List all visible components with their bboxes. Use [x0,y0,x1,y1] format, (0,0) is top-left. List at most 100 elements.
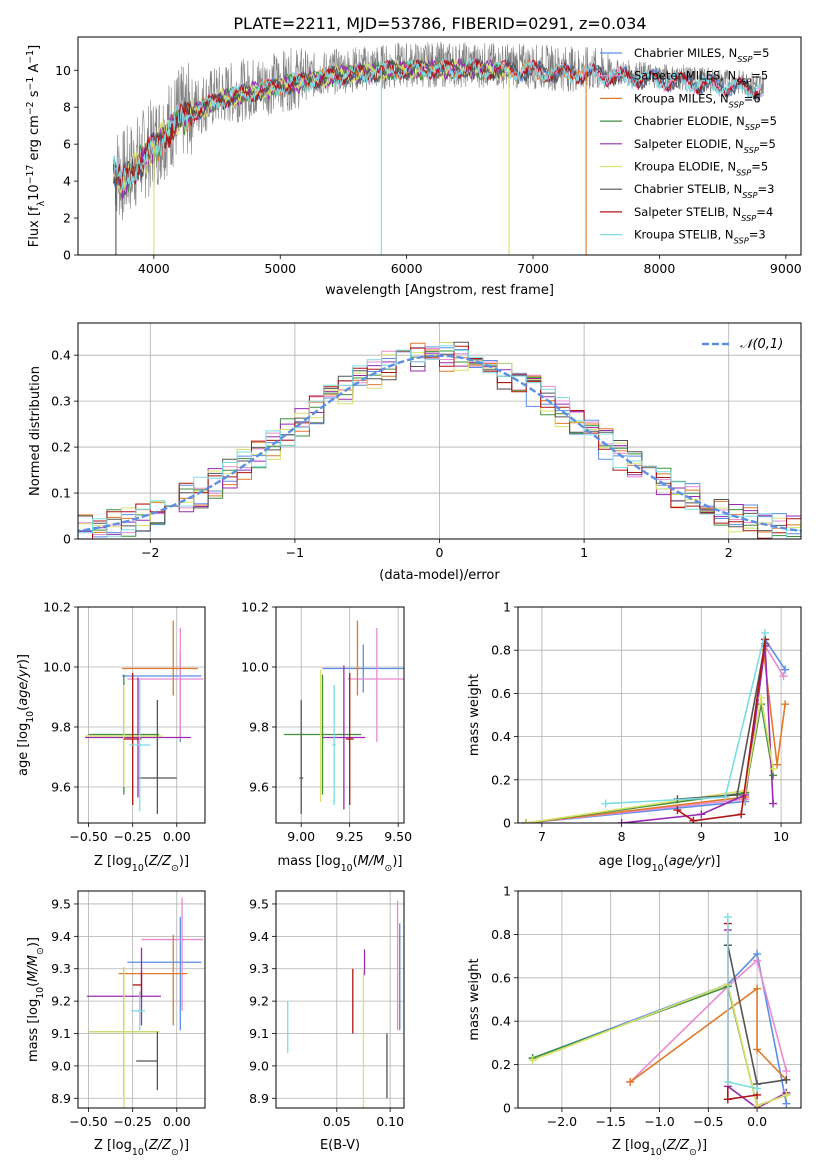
mass-weight-marker [723,1077,732,1086]
spectrum-ytick-label: 6 [63,137,71,152]
residuals-axes: −2 −1 0 1 2 0 0.1 0.2 0.3 0.4 𝒩(0,1) (data-model)/e… [28,322,802,583]
residuals-ytick-label: 0.3 [51,394,71,409]
mass_vs_ebv-ytick-label: 8.9 [249,1091,269,1106]
mass_vs_ebv-xtick-label: 0.05 [323,1114,351,1129]
massweight_vs_Z-ytick-label: 0.6 [491,970,511,985]
ylabel-age: age [log10(age/yr)] [16,654,36,776]
mass-weight-marker [723,1095,732,1104]
spectrum-ylabel: Flux [fλ10−17 erg cm−2 s−1 A−1] [25,45,47,247]
mass_vs_ebv-ytick-label: 9.2 [249,994,269,1009]
age_vs_Z-ytick-label: 9.6 [51,780,71,795]
mass_vs_ebv-data [287,900,401,1108]
model-spectrum-line [112,57,761,189]
xlabel-metallicity: Z [log10(Z/Z⊙)] [94,854,189,874]
legend-label: Chabrier STELIB, NSSP=3 [634,182,774,200]
spectrum-data [112,41,765,255]
ylabel-mass: mass [log10(M/M⊙)] [26,937,46,1062]
mass_vs_Z-xtick-label: 0.00 [163,1114,191,1129]
legend-label: Salpeter MILES, NSSP=5 [634,69,768,87]
age_vs_mass-grid [276,606,404,823]
ylabel-mass-weight: mass weight [467,958,482,1040]
mass-weight-line [605,632,766,805]
spectrum-ytick-label: 2 [63,211,71,226]
mass_vs_Z-ytick-label: 9.2 [51,994,71,1009]
mass-weight-line [676,639,766,822]
age_vs_mass-xtick-label: 9.00 [287,829,315,844]
mass_vs_ebv-ytick-label: 9.3 [249,961,269,976]
mass-weight-marker [753,1045,762,1054]
age_vs_mass-data [283,620,404,814]
mass-weight-marker [721,793,730,802]
massweight_vs_age-data [521,628,790,823]
massweight_vs_Z-axes: −2.0 −1.5 −1.0 −0.5 0.0 0 0.2 0.4 0.6 0.8 1 mass we… [467,884,802,1158]
residuals-ytick-label: 0.4 [51,348,71,363]
mass-weight-marker [782,1099,791,1108]
residuals-xtick-label: −1 [286,545,304,560]
mass_vs_Z-ytick-label: 9.5 [51,896,71,911]
massweight_vs_age-ytick-label: 0 [503,816,511,831]
mass-weight-marker [781,665,790,674]
mass_vs_ebv-axes: 0.05 0.10 8.9 9.0 9.1 9.2 9.3 9.4 9.5 E(B-V) [249,890,405,1153]
legend-label: Salpeter ELODIE, NSSP=5 [634,137,776,155]
massweight_vs_Z-ytick-label: 1 [503,884,511,899]
residuals-frame [77,322,802,540]
massweight_vs_Z-grid [518,890,801,1109]
mass-weight-line [532,983,787,1107]
mass-weight-marker [782,1075,791,1084]
residual-histogram [78,345,801,539]
spectrum-ytick-label: 0 [63,248,71,263]
age_vs_mass-xtick-label: 9.50 [384,829,412,844]
massweight_vs_Z-xtick-label: 0.0 [747,1114,767,1129]
mass_vs_Z-ytick-label: 9.3 [51,961,71,976]
massweight_vs_age-ytick-label: 1 [503,600,511,615]
mass-weight-marker [769,765,778,773]
mass-weight-line [629,987,787,1083]
mass_vs_Z-frame [77,890,206,1109]
xlabel-metallicity: Z [log10(Z/Z⊙)] [94,1138,189,1158]
plots-layer: 4000 5000 6000 7000 8000 90000246810wavelengt… [16,36,802,1158]
mass_vs_Z-data [86,897,204,1108]
massweight_vs_Z-xtick-label: −2.0 [547,1114,577,1129]
age_vs_mass-ytick-label: 10.2 [241,600,269,615]
age_vs_mass-ytick-label: 10.0 [241,660,269,675]
mass-weight-marker [753,1084,762,1093]
spectrum-xtick-label: 6000 [391,261,423,276]
mass-weight-marker [737,810,746,819]
massweight_vs_age-ytick-label: 0.6 [491,686,511,701]
residuals-xtick-label: 0 [436,545,444,560]
mass_vs_ebv-xtick-label: 0.10 [376,1114,404,1129]
age_vs_Z-xtick-label: −0.25 [114,829,152,844]
spectrum-ytick-label: 4 [63,174,71,189]
spectrum-ytick-label: 10 [55,63,71,78]
mass-weight-marker [769,799,778,808]
residuals-legend-label: 𝒩(0,1) [740,337,783,352]
massweight_vs_age-ytick-label: 0.2 [491,772,511,787]
mass-weight-marker [626,1077,635,1086]
legend-label: Kroupa STELIB, NSSP=3 [634,228,766,246]
mass-weight-marker [617,819,626,823]
mass-weight-marker [761,628,770,637]
residuals-ytick-label: 0.2 [51,440,71,455]
massweight_vs_Z-frame [517,890,802,1109]
age_vs_mass-axes: 9.00 9.25 9.50 9.6 9.8 10.0 10.2 mass [log10(M/… [241,600,412,874]
mass_vs_Z-xtick-label: −0.50 [69,1114,107,1129]
residuals-ylabel: Normed distribution [28,366,43,496]
mass-weight-marker [601,799,610,808]
residuals-data [78,341,801,539]
mass-weight-marker [753,956,762,965]
mass-weight-line [621,645,774,823]
mass-weight-marker [521,819,530,823]
figure-title: PLATE=2211, MJD=53786, FIBERID=0291, z=0… [233,14,646,33]
legend-label: Chabrier ELODIE, NSSP=5 [634,114,777,132]
massweight_vs_age-frame [517,606,802,824]
massweight_vs_Z-ytick-label: 0.8 [491,927,511,942]
mass-weight-marker [782,1067,791,1076]
xlabel-age: age [log10(age/yr)] [598,854,720,874]
mass-weight-line [677,643,766,800]
massweight_vs_age-ytick-label: 0.8 [491,643,511,658]
spectrum-xtick-label: 5000 [264,261,296,276]
legend-label: Chabrier MILES, NSSP=5 [634,46,769,64]
age_vs_Z-axes: −0.50 −0.25 0.00 9.6 9.8 10.0 10.2 Z [log10(Z/Z… [16,600,206,874]
age_vs_Z-grid [78,606,205,823]
massweight_vs_age-xtick-label: 10 [773,829,789,844]
